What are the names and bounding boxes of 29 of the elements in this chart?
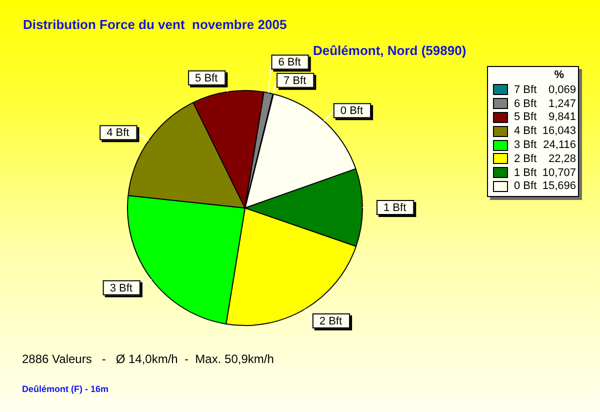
text: Deûlémont (F) - 16m [22,384,109,394]
data-label: 16,043 [542,125,577,138]
legend-label: 1 Bft [514,166,538,179]
legend-label: 2 Bft [514,152,538,165]
slice-label: 5 Bft [195,72,218,84]
slice-label: 2 Bft [319,315,342,328]
data-label: 1,247 [547,98,577,110]
legend-label: 3 Bft [514,139,538,152]
slice-label: 0 Bft [340,105,364,118]
slice-label: 1 Bft [384,202,406,214]
legend-label: 6 Bft [514,98,538,110]
legend-title: % [553,68,565,83]
text: 2886 Valeurs - Ø 14,0km/h - Max. 50,9km/h [22,352,274,366]
data-label: 10,707 [542,166,577,179]
legend-label: 5 Bft [514,111,538,124]
legend-label: 0 Bft [514,180,538,192]
chart-subtitle: Deûlémont, Nord (59890) [313,43,466,58]
data-label: 0,069 [547,84,577,96]
data-label: 15,696 [542,180,577,192]
slice-label: 7 Bft [284,74,306,87]
data-label: 22,28 [547,152,577,165]
legend-label: 7 Bft [514,84,538,96]
slice-label: 4 Bft [106,127,130,140]
slice-label: 3 Bft [110,282,132,294]
data-label: 24,116 [543,139,577,152]
slice-label: 6 Bft [278,56,301,69]
legend-label: 4 Bft [514,125,538,138]
data-label: 9,841 [547,111,577,124]
chart-title: Distribution Force du vent novembre 2005 [23,17,287,32]
